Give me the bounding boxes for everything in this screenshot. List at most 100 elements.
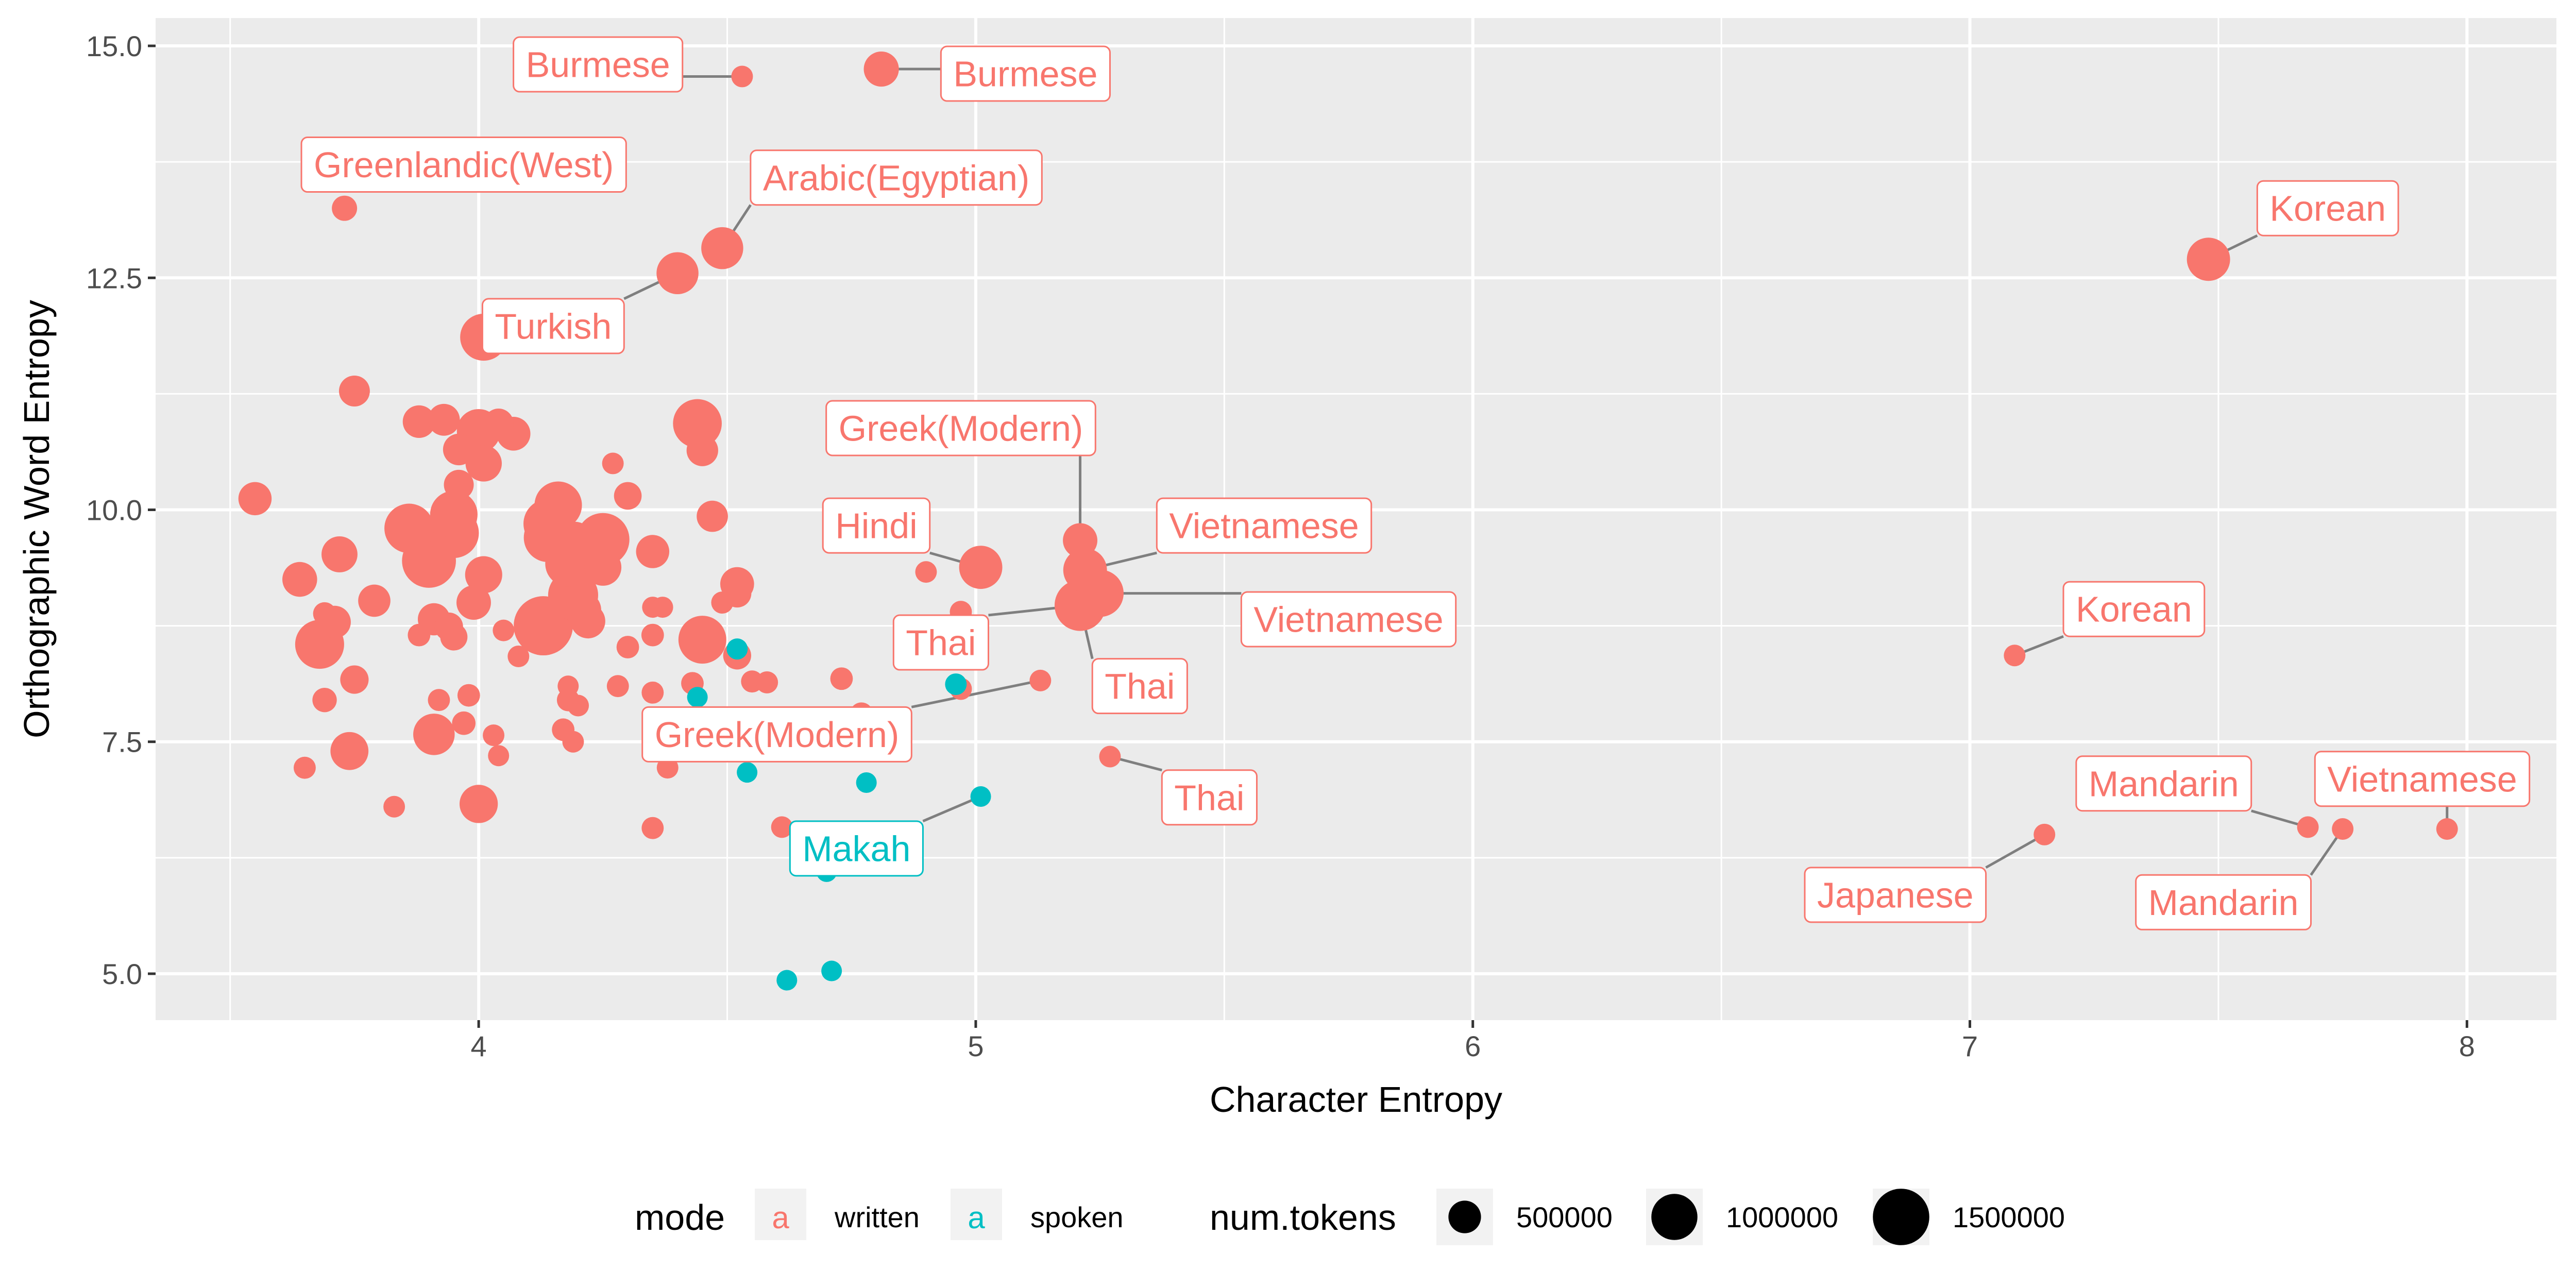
data-point-written: [606, 675, 629, 698]
legend-key-glyph: a: [968, 1200, 985, 1235]
y-axis: 5.0 7.5 10.0 12.5 15.0: [86, 30, 156, 990]
label-box: [750, 149, 1043, 206]
legend-mode-items: a written a spoken: [755, 1189, 1124, 1240]
data-point-spoken: [776, 970, 798, 991]
data-point-written: [483, 409, 514, 438]
legend-size-point: [1651, 1194, 1698, 1240]
label-box: [2314, 751, 2531, 807]
data-point-written: [1063, 548, 1107, 592]
data-point-written: [507, 646, 530, 668]
legend-size-500000: 500000: [1436, 1189, 1613, 1245]
label-box: [300, 137, 627, 193]
data-point-written: [1063, 523, 1098, 558]
x-tick-label: 8: [2459, 1030, 2475, 1062]
label-text: Greek(Modern): [839, 409, 1083, 449]
label-connector: [922, 795, 981, 823]
legend-label: 500000: [1516, 1201, 1613, 1233]
x-axis: 4 5 6 7 8: [471, 1020, 2475, 1062]
data-point-written: [2332, 818, 2354, 840]
data-point-written: [701, 227, 743, 269]
data-point-written: [384, 503, 434, 553]
data-point-written: [444, 469, 474, 500]
point-label-japanese: Japanese: [1804, 867, 1987, 923]
label-box: [1161, 769, 1258, 826]
data-point-written: [567, 695, 589, 717]
data-point-written: [2297, 816, 2319, 838]
data-point-written: [452, 711, 476, 735]
data-point-written: [440, 623, 468, 651]
point-label-korean: Korean: [2062, 581, 2206, 637]
x-tick-label: 6: [1465, 1030, 1481, 1062]
label-text: Vietnamese: [1169, 506, 1359, 546]
y-tick-label: 12.5: [86, 262, 142, 294]
point-label-mandarin: Mandarin: [2135, 874, 2312, 930]
point-label-burmese: Burmese: [940, 45, 1111, 102]
data-point-spoken: [737, 762, 758, 783]
data-point-written: [771, 816, 793, 838]
point-label-turkish: Turkish: [481, 298, 625, 354]
legend-size-1500000: 1500000: [1873, 1189, 2065, 1245]
data-point-written: [570, 604, 605, 639]
label-box: [1240, 591, 1457, 648]
data-point-written: [238, 482, 272, 516]
label-text: Korean: [2076, 589, 2192, 630]
label-box: [641, 706, 912, 763]
label-text: Vietnamese: [2327, 759, 2517, 799]
data-point-spoken: [726, 638, 748, 660]
label-box: [789, 820, 924, 877]
legend-label: 1500000: [1953, 1201, 2065, 1233]
legend-size-1000000: 1000000: [1646, 1189, 1838, 1245]
point-label-korean: Korean: [2256, 180, 2399, 236]
label-box: [2075, 755, 2252, 812]
data-point-spoken: [856, 772, 877, 793]
data-point-written: [959, 546, 1003, 589]
point-label-greek-modern: Greek(Modern): [825, 400, 1096, 456]
label-box: [1091, 658, 1188, 715]
label-box: [513, 36, 684, 93]
data-point-written: [465, 445, 502, 482]
legend-key-glyph: a: [772, 1200, 789, 1235]
legend-size-title: num.tokens: [1210, 1197, 1396, 1238]
label-text: Mandarin: [2089, 764, 2239, 804]
label-text: Japanese: [1817, 875, 1974, 915]
data-point-written: [493, 619, 515, 641]
label-box: [822, 497, 931, 554]
data-point-written: [428, 689, 450, 712]
data-point-written: [459, 785, 498, 823]
point-labels: Burmese Burmese Greenlandic(West) Arabic(Eg…: [300, 36, 2531, 930]
label-text: Turkish: [495, 306, 612, 346]
label-text: Mandarin: [2148, 883, 2299, 923]
point-label-thai: Thai: [892, 614, 989, 671]
data-point-written: [562, 731, 584, 753]
y-tick-label: 10.0: [86, 494, 142, 526]
data-point-written: [656, 252, 699, 294]
data-point-written: [697, 500, 728, 532]
data-point-written: [443, 433, 475, 466]
label-box: [481, 298, 625, 354]
legend-label: spoken: [1030, 1201, 1124, 1233]
point-label-thai: Thai: [1091, 658, 1188, 715]
label-connector: [911, 679, 1041, 708]
data-point-written: [863, 51, 899, 87]
data-point-written: [557, 675, 579, 697]
data-point-written: [641, 623, 664, 647]
label-text: Arabic(Egyptian): [763, 158, 1029, 198]
label-text: Greek(Modern): [655, 715, 900, 755]
legend-item-written: a written: [755, 1189, 920, 1240]
label-box: [940, 45, 1111, 102]
data-point-written: [332, 195, 358, 221]
label-box: [825, 400, 1096, 456]
data-point-written: [830, 667, 853, 690]
legend: mode a written a spoken num.tokens 500000 10…: [635, 1189, 2065, 1245]
data-point-written: [330, 732, 369, 770]
legend-size-items: 500000 1000000 1500000: [1436, 1189, 2065, 1245]
data-point-written: [915, 561, 937, 583]
x-tick-label: 4: [471, 1030, 487, 1062]
data-point-written: [673, 399, 722, 448]
point-label-arabic-egyptian: Arabic(Egyptian): [750, 149, 1043, 206]
data-point-written: [678, 616, 726, 664]
point-label-greek-modern: Greek(Modern): [641, 706, 912, 763]
x-tick-label: 5: [968, 1030, 984, 1062]
legend-key: [755, 1189, 806, 1240]
